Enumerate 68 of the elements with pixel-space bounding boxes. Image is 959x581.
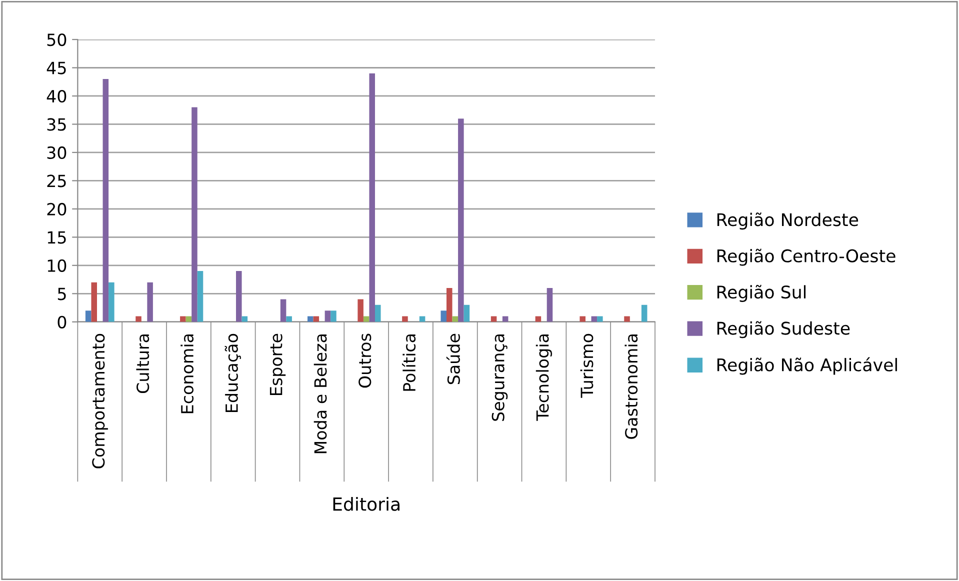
legend-label: Região Sul	[717, 284, 806, 302]
bar	[242, 316, 248, 322]
bar	[597, 316, 603, 322]
y-tick-label: 10	[48, 259, 66, 272]
x-tick-label: Política	[402, 334, 416, 391]
legend-label: Região Centro-Oeste	[717, 248, 896, 266]
bar	[535, 316, 542, 322]
bar	[363, 316, 370, 322]
bar	[85, 310, 92, 322]
bar	[546, 288, 553, 322]
bar	[369, 73, 375, 322]
x-tick-label: Tecnologia	[536, 334, 552, 421]
y-tick-label: 30	[47, 146, 66, 160]
bar	[307, 316, 314, 322]
x-tick-label: Gastronomia	[624, 334, 638, 439]
bar	[440, 310, 446, 322]
y-tick-label: 35	[47, 118, 66, 131]
bar	[313, 316, 320, 322]
bar	[186, 316, 192, 322]
x-tick-label: Educação	[224, 334, 241, 412]
bar	[490, 316, 497, 322]
bar	[591, 316, 598, 322]
bar	[147, 282, 153, 322]
x-tick-label: Saúde	[446, 334, 460, 384]
bar	[330, 310, 336, 322]
bar	[464, 304, 470, 322]
bar	[280, 299, 286, 322]
bar	[419, 316, 426, 322]
bar	[136, 316, 142, 322]
bar	[180, 316, 186, 322]
bar	[580, 316, 586, 322]
y-tick-label: 40	[46, 90, 66, 103]
bar	[358, 299, 364, 322]
bar	[192, 107, 198, 322]
bar	[452, 316, 458, 322]
bar	[286, 316, 292, 322]
bar	[641, 304, 648, 322]
bar	[446, 288, 452, 322]
y-tick-label: 25	[47, 174, 66, 188]
bar	[108, 282, 114, 322]
bar	[402, 316, 408, 322]
bar	[458, 118, 464, 322]
x-tick-label: Outros	[358, 334, 372, 388]
y-tick-label: 45	[46, 62, 66, 74]
x-tick-label: Economia	[180, 334, 194, 414]
legend-label: Região Nordeste	[717, 212, 858, 230]
x-tick-label: Moda e Beleza	[314, 334, 327, 454]
x-tick-label: Comportamento	[92, 334, 108, 468]
legend-label: Região Sudeste	[717, 321, 850, 338]
x-tick-label: Segurança	[492, 334, 508, 421]
y-tick-label: 5	[58, 288, 66, 300]
bar	[102, 79, 109, 322]
y-tick-label: 0	[58, 316, 66, 328]
bar	[324, 310, 331, 322]
bar	[197, 271, 204, 322]
bar	[375, 304, 381, 322]
x-tick-label: Cultura	[136, 334, 150, 394]
y-tick-label: 20	[47, 202, 66, 216]
x-axis-title: Editoria	[333, 496, 400, 511]
y-tick-label: 50	[47, 33, 66, 46]
bar	[502, 316, 508, 322]
bar	[236, 271, 242, 322]
x-tick-label: Turismo	[580, 334, 594, 398]
bar	[624, 316, 630, 322]
y-tick-label: 15	[48, 231, 66, 244]
x-tick-label: Esporte	[270, 334, 286, 395]
bar	[91, 282, 97, 322]
legend-label: Região Não Aplicável	[717, 357, 897, 375]
